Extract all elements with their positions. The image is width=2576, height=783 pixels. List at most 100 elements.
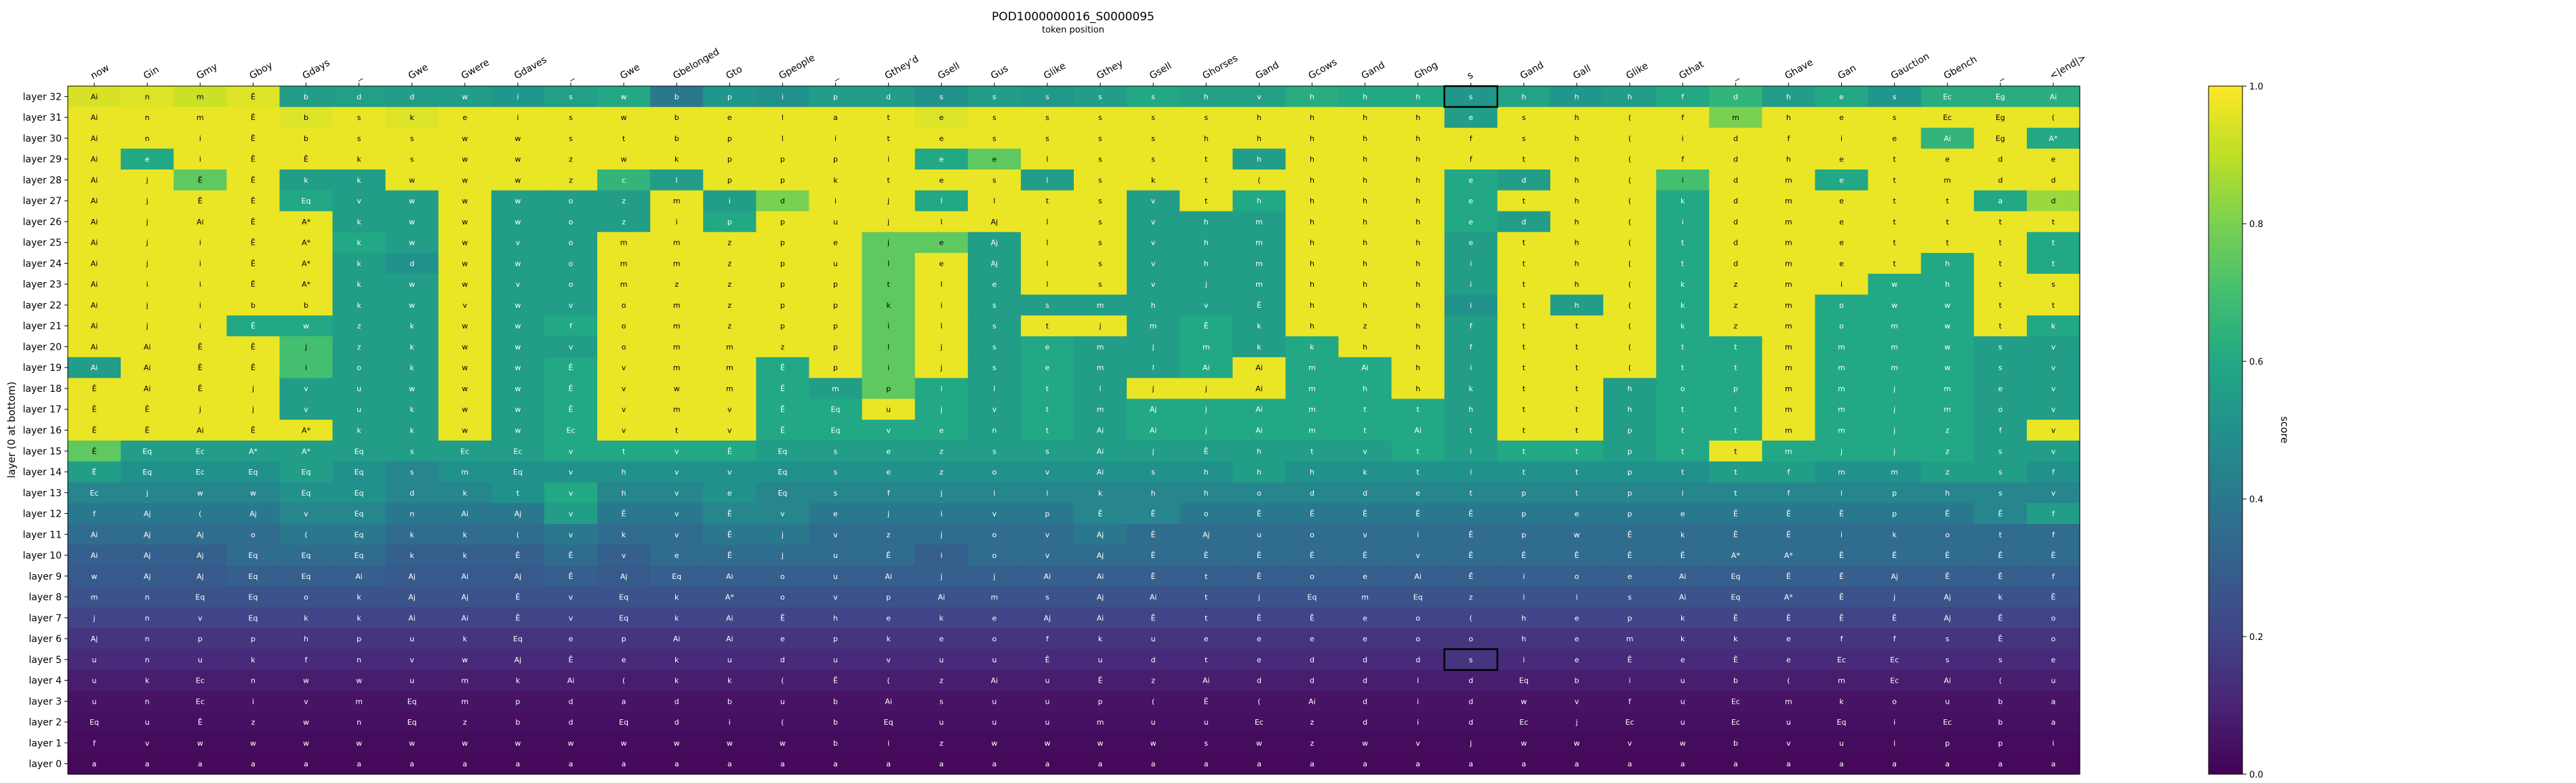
cell-label: t — [1734, 468, 1737, 477]
cell-label: t — [1946, 239, 1950, 247]
cell-label: s — [1998, 656, 2003, 664]
cell-label: m — [673, 405, 681, 414]
cell-label: h — [1363, 301, 1367, 310]
cell-label: Ê — [569, 384, 573, 393]
heatmap-cell — [491, 399, 545, 420]
cell-label: Ê — [198, 363, 203, 372]
cell-label: k — [409, 322, 414, 331]
cell-label: e — [939, 635, 944, 643]
heatmap-cell — [1285, 253, 1340, 275]
cell-label: p — [833, 342, 838, 351]
heatmap-cell — [967, 106, 1022, 129]
heatmap-cell — [1127, 399, 1180, 420]
heatmap-cell — [1815, 399, 1869, 420]
cell-label: s — [357, 134, 361, 143]
heatmap-cell — [809, 294, 863, 316]
cell-label: o — [1257, 489, 1262, 498]
cell-label: d — [675, 697, 679, 706]
cell-label: e — [1839, 155, 1844, 164]
cell-label: Ê — [1204, 447, 1209, 456]
cell-label: j — [1893, 593, 1895, 602]
heatmap-cell — [174, 86, 227, 108]
heatmap-cell — [703, 420, 757, 441]
cell-label: t — [1046, 322, 1049, 331]
cell-label: Ai — [726, 635, 733, 643]
cell-label: o — [1575, 572, 1579, 581]
heatmap-cell — [1603, 190, 1657, 212]
cell-label: e — [727, 113, 732, 122]
cell-label: v — [569, 593, 573, 602]
cell-label: a — [462, 760, 467, 769]
cell-label: Ai — [91, 134, 98, 143]
cell-label: z — [569, 155, 573, 164]
heatmap-cells — [68, 86, 2080, 775]
cell-label: v — [622, 426, 626, 435]
heatmap-cell — [1127, 378, 1180, 399]
cell-label: v — [1151, 218, 1156, 226]
heatmap-cell — [438, 273, 492, 296]
heatmap-cell — [332, 169, 386, 191]
heatmap-cell — [332, 127, 386, 149]
cell-label: s — [1098, 280, 1102, 289]
colorbar-tick-label: 0.0 — [2249, 770, 2263, 780]
cell-label: e — [939, 134, 944, 143]
cell-label: o — [1204, 510, 1209, 519]
cell-label: i — [1470, 363, 1472, 372]
cell-label: l — [1046, 280, 1048, 289]
heatmap-cell — [438, 294, 492, 316]
heatmap-cell — [1444, 294, 1498, 316]
heatmap-cell — [1232, 169, 1287, 191]
cell-label: u — [992, 718, 997, 727]
cell-label: Ai — [1944, 677, 1951, 685]
y-tick-label: layer 18 — [23, 384, 62, 395]
heatmap-cell — [279, 357, 334, 379]
cell-label: v — [1415, 551, 1420, 560]
cell-label: t — [1734, 426, 1737, 435]
y-tick-label: layer 29 — [23, 155, 62, 165]
cell-label: k — [357, 614, 361, 622]
cell-label: e — [1257, 635, 1262, 643]
cell-label: p — [886, 593, 891, 602]
cell-label: t — [1523, 405, 1526, 414]
cell-label: Eq — [195, 593, 205, 602]
x-tick-label: Gwere — [460, 57, 491, 81]
cell-label: d — [1733, 176, 1738, 184]
x-tick-label: _ — [1994, 70, 2005, 82]
cell-label: v — [622, 384, 626, 393]
cell-label: w — [462, 384, 468, 393]
heatmap-cell — [121, 211, 174, 233]
cell-label: t — [1999, 218, 2003, 226]
heatmap-cell — [1973, 294, 2028, 316]
y-tick-label: layer 2 — [29, 717, 62, 728]
cell-label: o — [1839, 322, 1844, 331]
cell-label: p — [1628, 614, 1632, 622]
heatmap-cell — [1868, 148, 1922, 170]
heatmap-cell — [121, 106, 174, 129]
cell-label: o — [1839, 301, 1844, 310]
cell-label: n — [251, 677, 256, 685]
cell-label: d — [1363, 677, 1367, 685]
heatmap-cell — [438, 148, 492, 170]
cell-label: a — [304, 760, 308, 769]
heatmap-cell — [2026, 190, 2080, 212]
heatmap-cell — [597, 86, 651, 108]
cell-label: i — [252, 697, 254, 706]
cell-label: Ai — [938, 593, 945, 602]
heatmap-cell — [650, 399, 704, 420]
cell-label: j — [146, 176, 148, 184]
y-tick-label: layer 21 — [23, 321, 62, 332]
heatmap-cell — [1815, 232, 1869, 254]
heatmap-cell — [1709, 148, 1763, 170]
cell-label: v — [675, 468, 679, 477]
heatmap-cell — [1338, 211, 1392, 233]
heatmap-cell — [279, 273, 334, 296]
cell-label: p — [833, 635, 838, 643]
cell-label: v — [886, 656, 891, 664]
cell-label: m — [1361, 593, 1369, 602]
heatmap-cell — [1391, 148, 1445, 170]
cell-label: s — [1045, 593, 1049, 602]
cell-label: l — [1152, 363, 1154, 372]
cell-label: s — [1098, 113, 1102, 122]
cell-label: n — [145, 635, 150, 643]
cell-label: Ai — [1414, 572, 1422, 581]
